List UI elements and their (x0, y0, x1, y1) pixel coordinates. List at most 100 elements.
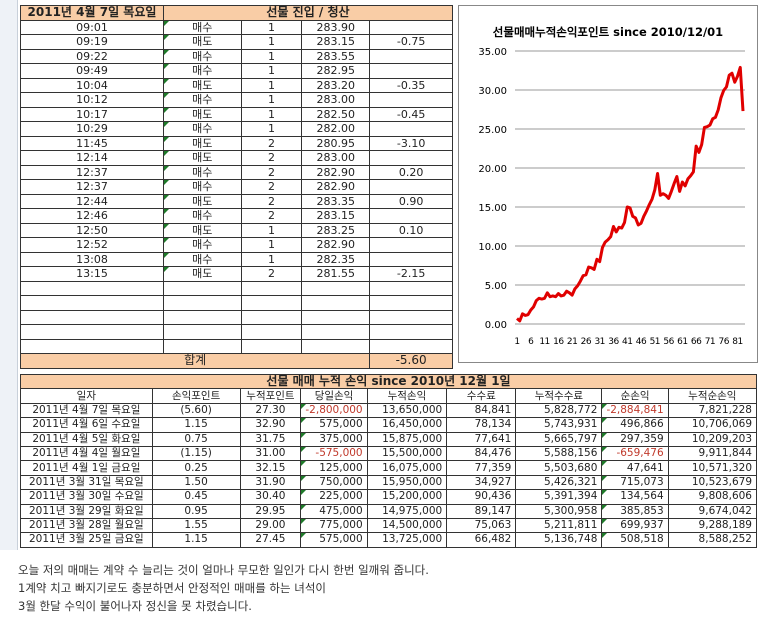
trade-time: 12:14 (20, 150, 164, 166)
empty-cell (162, 280, 242, 296)
trade-time: 12:37 (20, 164, 164, 180)
column-header: 손익포인트 (151, 388, 241, 404)
trade-time: 09:01 (20, 19, 164, 35)
trade-pnl: -0.75 (369, 34, 453, 50)
empty-cell (162, 338, 242, 354)
trade-side: 매수 (162, 92, 242, 108)
y-tick-label: 25.00 (478, 125, 507, 136)
note-line: 오늘 저의 매매는 계약 수 늘리는 것이 얼마나 무모한 일인가 다시 한번 … (18, 563, 429, 577)
trade-row: 09:01 매수 1 283.90 (20, 19, 453, 35)
trade-time: 10:29 (20, 121, 164, 137)
trade-pnl (369, 208, 453, 224)
pnl-row: 2011년 4월 7일 목요일 (5.60) 27.30 -2,800,000 13,6… (20, 402, 758, 419)
pnl-cell: 32.90 (239, 417, 302, 433)
pnl-cell: 1.55 (151, 517, 241, 534)
y-tick-label: 15.00 (478, 203, 507, 214)
empty-row (20, 338, 453, 354)
trade-price: 281.55 (301, 266, 371, 282)
empty-cell (369, 309, 453, 325)
pnl-cell: 1.50 (151, 474, 241, 491)
empty-cell (20, 309, 164, 325)
pnl-cell: 30.40 (239, 489, 302, 505)
pnl-cell: 5,136,748 (515, 532, 603, 548)
pnl-cell: 5,588,156 (515, 445, 603, 462)
pnl-cell: 2011년 3월 28일 월요일 (20, 517, 153, 534)
trade-row: 13:08 매수 1 282.35 (20, 251, 453, 267)
note-line: 1계약 치고 빠지기로도 충분하면서 안정적인 매매를 하는 녀석이 (18, 581, 326, 595)
trade-price: 282.00 (301, 121, 371, 137)
pnl-cell: 89,147 (446, 503, 517, 519)
x-tick-label: 1 (514, 337, 519, 347)
pnl-cell: (5.60) (151, 402, 241, 419)
pnl-cell: 7,821,228 (667, 402, 758, 419)
pnl-cell: -2,800,000 (300, 402, 368, 419)
trade-time: 13:15 (20, 266, 164, 282)
pnl-cell: 66,482 (446, 532, 517, 548)
trade-qty: 1 (240, 48, 303, 64)
trade-side: 매수 (162, 251, 242, 267)
trade-side: 매수 (162, 208, 242, 224)
pnl-cell: 2011년 4월 1일 금요일 (20, 460, 153, 476)
pnl-cell: 27.45 (239, 532, 302, 548)
pnl-cell: 0.25 (151, 460, 241, 476)
trade-table-title: 선물 진입 / 청산 (162, 5, 454, 21)
pnl-cell: 2011년 4월 4일 월요일 (20, 445, 153, 462)
trade-time: 09:19 (20, 34, 164, 50)
trade-side: 매도 (162, 193, 242, 209)
pnl-cell: 2011년 4월 7일 목요일 (20, 402, 153, 419)
trade-price: 282.35 (301, 251, 371, 267)
pnl-cell: 77,641 (446, 431, 517, 447)
trade-qty: 1 (240, 121, 303, 137)
x-tick-label: 71 (705, 337, 715, 347)
trade-table: 2011년 4월 7일 목요일 선물 진입 / 청산 09:01 매수 1 283.9… (19, 5, 454, 369)
trade-time: 13:08 (20, 251, 164, 267)
empty-cell (369, 338, 453, 354)
pnl-cell: 1.15 (151, 417, 241, 433)
pnl-row: 2011년 3월 29일 화요일 0.95 29.95 475,000 14,975,0… (20, 503, 758, 519)
pnl-cell: 475,000 (300, 503, 368, 519)
x-tick-label: 36 (608, 337, 619, 347)
pnl-cell: 775,000 (300, 517, 368, 534)
series-line (516, 65, 745, 323)
trade-pnl (369, 48, 453, 64)
pnl-cell: 34,927 (446, 474, 517, 491)
column-header: 누적포인트 (239, 388, 302, 404)
pnl-cell: 575,000 (300, 532, 368, 548)
pnl-row: 2011년 4월 6일 수요일 1.15 32.90 575,000 16,450,00… (20, 417, 758, 433)
pnl-cell: 750,000 (300, 474, 368, 491)
pnl-cell: 10,571,320 (667, 460, 758, 476)
trade-qty: 1 (240, 222, 303, 238)
empty-cell (240, 338, 303, 354)
trade-row: 12:46 매수 2 283.15 (20, 208, 453, 224)
trade-qty: 2 (240, 135, 303, 151)
trade-qty: 1 (240, 92, 303, 108)
trade-side: 매수 (162, 48, 242, 64)
trade-side: 매도 (162, 266, 242, 282)
x-tick-label: 61 (677, 337, 687, 347)
pnl-cell: 2011년 3월 30일 수요일 (20, 489, 153, 505)
trade-qty: 2 (240, 179, 303, 195)
trade-side: 매수 (162, 179, 242, 195)
pnl-cell: 134,564 (601, 489, 669, 505)
x-tick-label: 21 (567, 337, 577, 347)
empty-cell (301, 309, 371, 325)
trade-row: 12:50 매도 1 283.25 0.10 (20, 222, 453, 238)
empty-cell (240, 324, 303, 340)
pnl-cell: 297,359 (601, 431, 669, 447)
pnl-cell: 27.30 (239, 402, 302, 419)
pnl-cell: 31.75 (239, 431, 302, 447)
trade-row: 09:22 매수 1 283.55 (20, 48, 453, 64)
pnl-cell: -575,000 (300, 445, 368, 462)
x-tick-label: 16 (553, 337, 564, 347)
column-header: 수수료 (446, 388, 517, 404)
trade-pnl: -2.15 (369, 266, 453, 282)
pnl-cell: 16,450,000 (366, 417, 448, 433)
pnl-cell: 75,063 (446, 517, 517, 534)
trade-qty: 1 (240, 19, 303, 35)
trade-qty: 1 (240, 63, 303, 79)
empty-cell (369, 280, 453, 296)
pnl-row: 2011년 4월 4일 월요일 (1.15) 31.00 -575,000 15,500… (20, 445, 758, 462)
pnl-cell: 9,808,606 (667, 489, 758, 505)
pnl-cell: 5,211,811 (515, 517, 603, 534)
pnl-cell: 2011년 3월 31일 목요일 (20, 474, 153, 491)
